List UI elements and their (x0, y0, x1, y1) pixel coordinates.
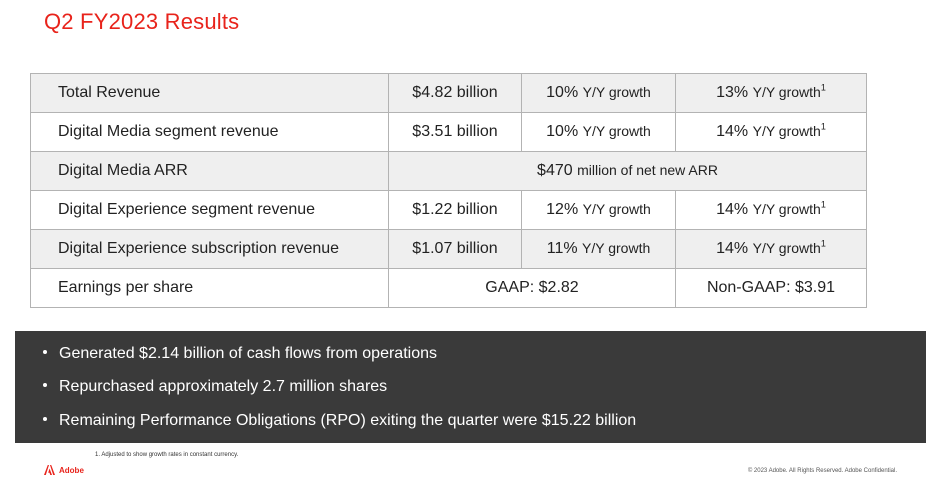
highlights-panel: Generated $2.14 billion of cash flows fr… (15, 331, 926, 443)
row-label: Digital Media segment revenue (30, 112, 389, 152)
row-growth: 10% Y/Y growth (521, 112, 676, 152)
row-growth: 12% Y/Y growth (521, 190, 676, 230)
row-label: Earnings per share (30, 268, 389, 308)
bullet-icon (43, 349, 47, 354)
row-growth: 10% Y/Y growth (521, 73, 676, 113)
row-cc-growth: 14% Y/Y growth1 (675, 190, 867, 230)
bullet-icon (43, 416, 47, 421)
table-row-digital-media-arr: Digital Media ARR $470 million of net ne… (30, 151, 867, 191)
footnote-marker: 1 (820, 121, 826, 132)
footnote-marker: 1 (820, 199, 826, 210)
table-row-total-revenue: Total Revenue $4.82 billion 10% Y/Y grow… (30, 73, 867, 113)
footnote-marker: 1 (820, 238, 826, 249)
results-table: Total Revenue $4.82 billion 10% Y/Y grow… (30, 73, 867, 308)
bullet-icon (43, 382, 47, 387)
row-cc-growth: 14% Y/Y growth1 (675, 112, 867, 152)
row-value: $4.82 billion (388, 73, 522, 113)
table-row-digital-experience-revenue: Digital Experience segment revenue $1.22… (30, 190, 867, 230)
table-row-digital-experience-subscription: Digital Experience subscription revenue … (30, 229, 867, 269)
footnote-marker: 1 (820, 82, 826, 93)
eps-gaap: GAAP: $2.82 (388, 268, 676, 308)
row-merged-value: $470 million of net new ARR (388, 151, 867, 191)
adobe-logo-icon (44, 465, 55, 475)
highlight-item: Repurchased approximately 2.7 million sh… (43, 378, 387, 396)
row-label: Digital Media ARR (30, 151, 389, 191)
eps-non-gaap: Non-GAAP: $3.91 (675, 268, 867, 308)
copyright: © 2023 Adobe. All Rights Reserved. Adobe… (747, 468, 897, 474)
slide-title: Q2 FY2023 Results (44, 9, 240, 34)
footnote: 1. Adjusted to show growth rates in cons… (95, 452, 239, 458)
row-value: $1.07 billion (388, 229, 522, 269)
logo-text: Adobe (59, 465, 84, 475)
row-label: Digital Experience segment revenue (30, 190, 389, 230)
table-row-eps: Earnings per share GAAP: $2.82 Non-GAAP:… (30, 268, 867, 308)
table-row-digital-media-revenue: Digital Media segment revenue $3.51 bill… (30, 112, 867, 152)
row-cc-growth: 13% Y/Y growth1 (675, 73, 867, 113)
highlight-item: Generated $2.14 billion of cash flows fr… (43, 345, 437, 363)
row-label: Total Revenue (30, 73, 389, 113)
row-value: $1.22 billion (388, 190, 522, 230)
row-cc-growth: 14% Y/Y growth1 (675, 229, 867, 269)
adobe-logo: Adobe (44, 465, 84, 475)
row-growth: 11% Y/Y growth (521, 229, 676, 269)
highlight-item: Remaining Performance Obligations (RPO) … (43, 412, 636, 430)
row-label: Digital Experience subscription revenue (30, 229, 389, 269)
row-value: $3.51 billion (388, 112, 522, 152)
